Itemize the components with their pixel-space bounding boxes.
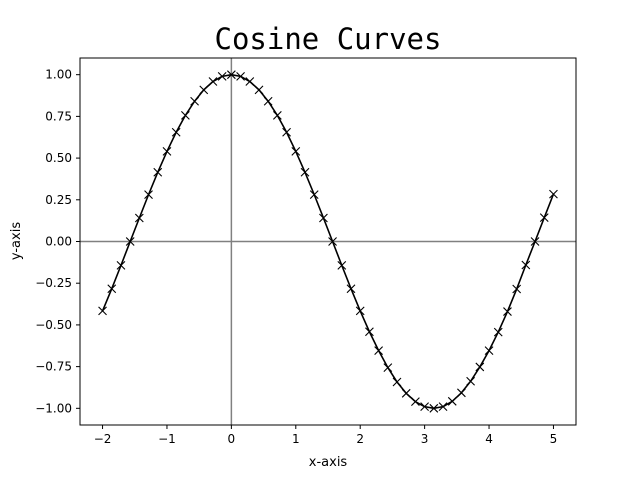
- data-point-marker: [98, 306, 107, 316]
- data-point-marker: [236, 71, 245, 81]
- y-tick-label: 0.00: [45, 235, 72, 249]
- y-tick-label: −0.25: [35, 276, 72, 290]
- data-point-marker: [466, 376, 476, 386]
- data-point-marker: [337, 260, 347, 270]
- data-point-marker: [447, 396, 457, 406]
- data-point-marker: [254, 85, 264, 95]
- x-tick-label: 0: [228, 432, 236, 446]
- y-tick-label: 0.75: [45, 109, 72, 123]
- data-point-marker: [429, 403, 439, 413]
- data-point-marker: [374, 346, 384, 355]
- data-point-marker: [282, 127, 291, 137]
- data-point-marker: [116, 260, 126, 270]
- data-point-marker: [245, 77, 255, 86]
- data-point-marker: [272, 110, 282, 120]
- data-point-marker: [438, 402, 448, 412]
- y-tick-label: −1.00: [35, 401, 72, 415]
- x-tick-label: −2: [94, 432, 112, 446]
- data-point-marker: [475, 362, 485, 372]
- y-tick-label: −0.50: [35, 318, 72, 332]
- data-point-marker: [107, 284, 117, 294]
- data-point-marker: [226, 70, 236, 80]
- data-point-marker: [493, 327, 503, 337]
- data-point-marker: [539, 213, 549, 223]
- data-point-marker: [171, 127, 181, 137]
- data-point-marker: [530, 237, 540, 246]
- data-point-marker: [319, 213, 328, 223]
- x-tick-label: 2: [356, 432, 364, 446]
- data-point-marker: [180, 110, 190, 120]
- x-tick-label: −1: [158, 432, 176, 446]
- y-tick-label: −0.75: [35, 360, 72, 374]
- data-point-marker: [521, 260, 531, 270]
- y-tick-label: 0.25: [45, 193, 72, 207]
- plot-area: −2 −1 0 1 2 3 4 5 −1.00 −0.75 −0.50 −0.25 0.00 0.25 0.…: [35, 57, 577, 446]
- data-point-marker: [457, 388, 466, 398]
- data-point-marker: [134, 213, 144, 223]
- x-tick-label: 3: [421, 432, 429, 446]
- series-line-0: [101, 73, 555, 410]
- data-point-marker: [199, 85, 209, 95]
- data-point-marker: [420, 402, 430, 412]
- data-point-marker: [309, 190, 319, 200]
- data-point-marker: [392, 377, 402, 387]
- x-axis-label: x-axis: [309, 455, 348, 470]
- y-axis-label: y-axis: [9, 222, 24, 260]
- data-point-marker: [144, 190, 153, 200]
- x-tick-label: 4: [485, 432, 493, 446]
- data-point-marker: [484, 346, 494, 355]
- data-point-marker: [153, 167, 163, 177]
- data-point-marker: [328, 237, 337, 246]
- data-point-marker: [401, 388, 411, 398]
- y-tick-label: 0.50: [45, 151, 72, 165]
- data-point-marker: [125, 237, 135, 246]
- data-point-marker: [411, 397, 420, 407]
- data-point-marker: [217, 71, 227, 81]
- x-tick-label: 1: [292, 432, 300, 446]
- data-point-marker: [190, 96, 199, 106]
- data-point-marker: [383, 363, 393, 373]
- data-point-marker: [208, 77, 218, 86]
- data-point-marker: [291, 147, 301, 156]
- data-point-marker: [503, 307, 512, 316]
- data-point-marker: [162, 147, 172, 156]
- data-point-marker: [512, 284, 522, 294]
- data-point-marker: [355, 306, 365, 316]
- data-point-marker: [365, 327, 374, 337]
- x-tick-label: 5: [550, 432, 558, 446]
- chart-title: Cosine Curves: [215, 22, 442, 56]
- data-point-marker: [300, 167, 310, 177]
- data-point-marker: [263, 96, 273, 106]
- data-point-marker: [549, 189, 558, 199]
- y-tick-label: 1.00: [45, 68, 72, 82]
- data-point-marker: [346, 284, 356, 294]
